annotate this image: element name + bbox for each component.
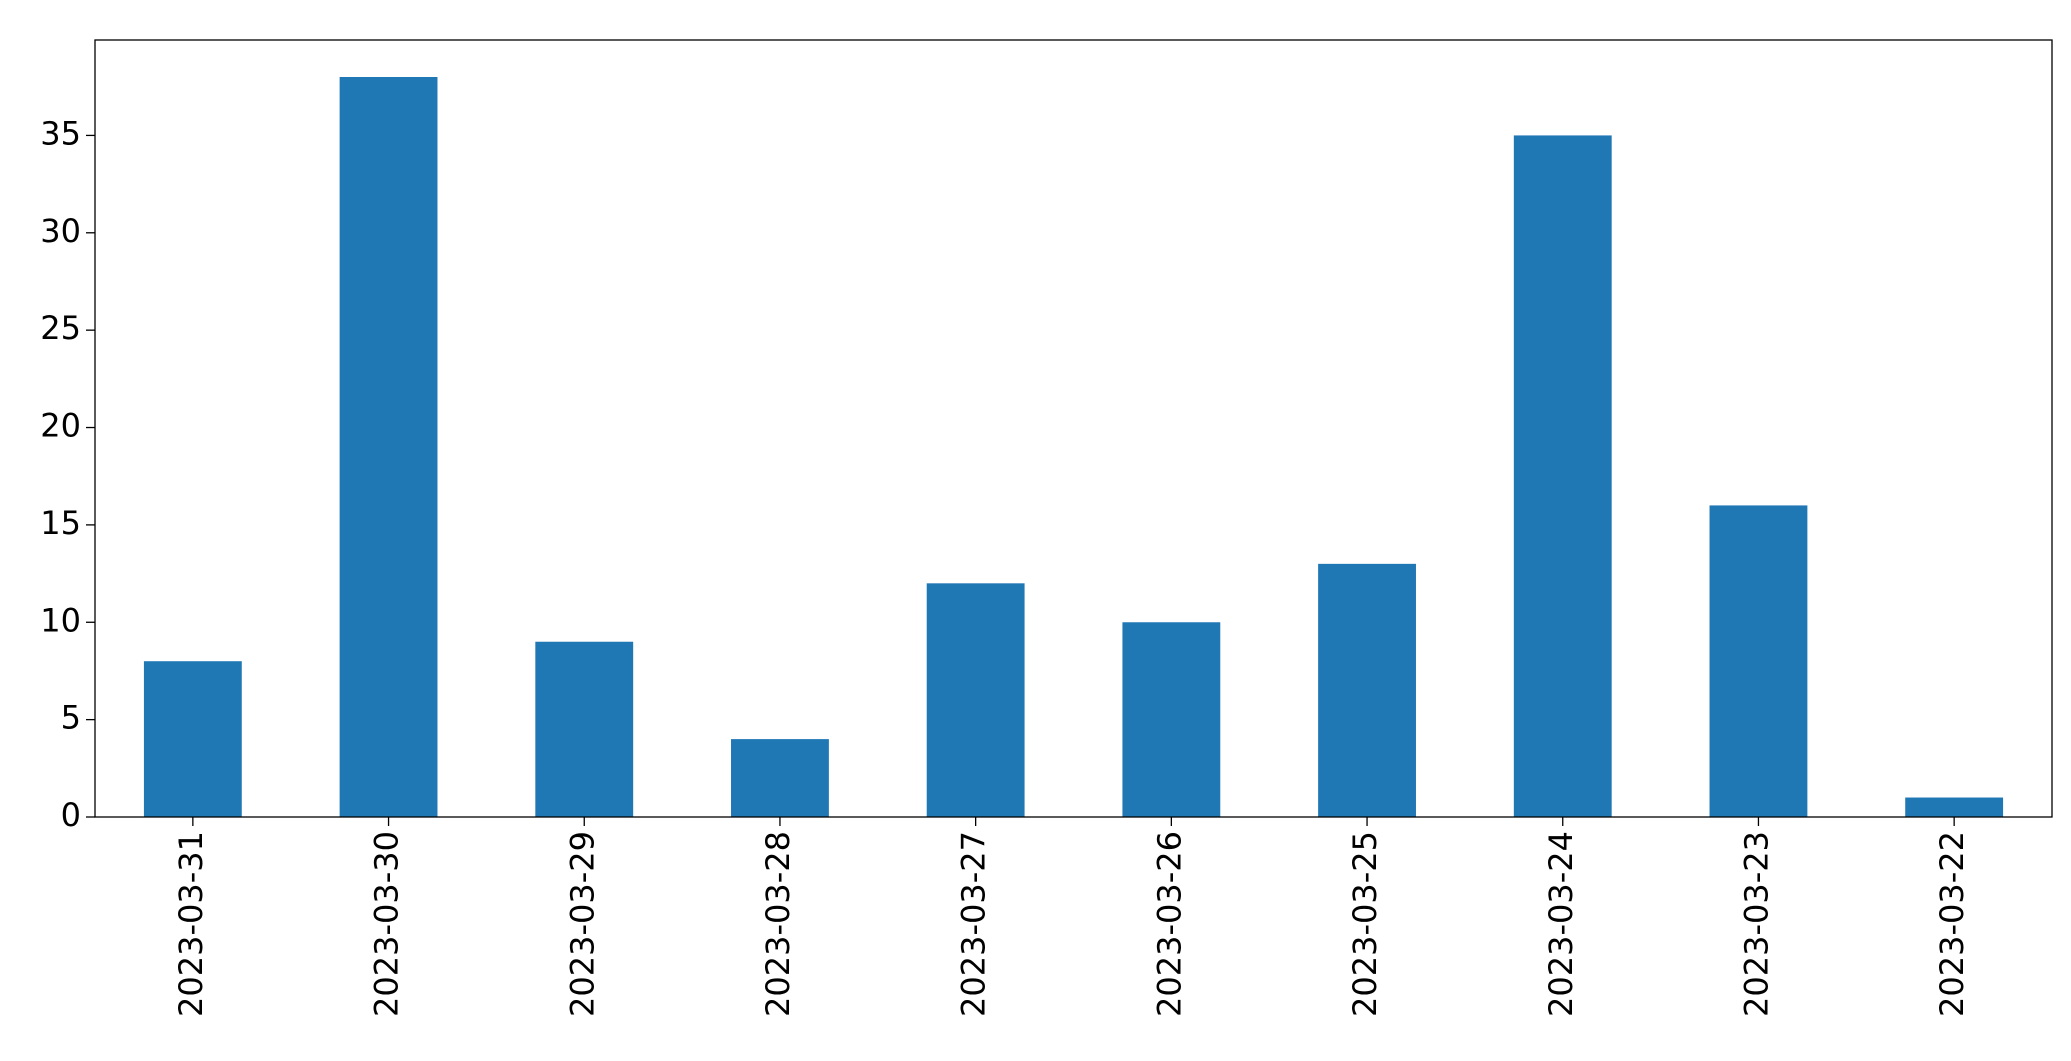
bar <box>1513 135 1612 818</box>
y-tick-label: 10 <box>40 601 81 639</box>
y-tick-label: 30 <box>40 212 81 250</box>
x-tick-label: 2023-03-23 <box>1737 831 1775 1017</box>
bar <box>339 77 438 817</box>
x-tick-label: 2023-03-29 <box>563 831 601 1017</box>
x-tick-label: 2023-03-25 <box>1346 831 1384 1017</box>
x-tick-label: 2023-03-26 <box>1150 831 1188 1017</box>
x-tick-label: 2023-03-30 <box>368 831 406 1017</box>
y-tick-label: 20 <box>40 407 81 445</box>
plot-frame <box>94 39 2053 818</box>
bar <box>1709 505 1808 817</box>
bar <box>1318 563 1416 817</box>
x-tick-label: 2023-03-28 <box>759 831 797 1017</box>
y-tick-label: 25 <box>40 309 81 347</box>
x-tick-label: 2023-03-22 <box>1933 831 1971 1017</box>
y-tick-label: 35 <box>40 114 81 152</box>
bar <box>143 661 242 817</box>
bar <box>1905 797 2004 817</box>
bar <box>535 641 634 817</box>
y-tick-label: 0 <box>61 796 81 834</box>
y-tick-label: 5 <box>61 699 81 737</box>
bar <box>731 739 829 817</box>
x-tick-label: 2023-03-27 <box>955 831 993 1017</box>
x-tick-label: 2023-03-24 <box>1542 831 1580 1017</box>
x-tick-label: 2023-03-31 <box>172 831 210 1017</box>
bar <box>1122 622 1221 817</box>
y-tick-label: 15 <box>40 504 81 542</box>
bar <box>926 583 1025 817</box>
